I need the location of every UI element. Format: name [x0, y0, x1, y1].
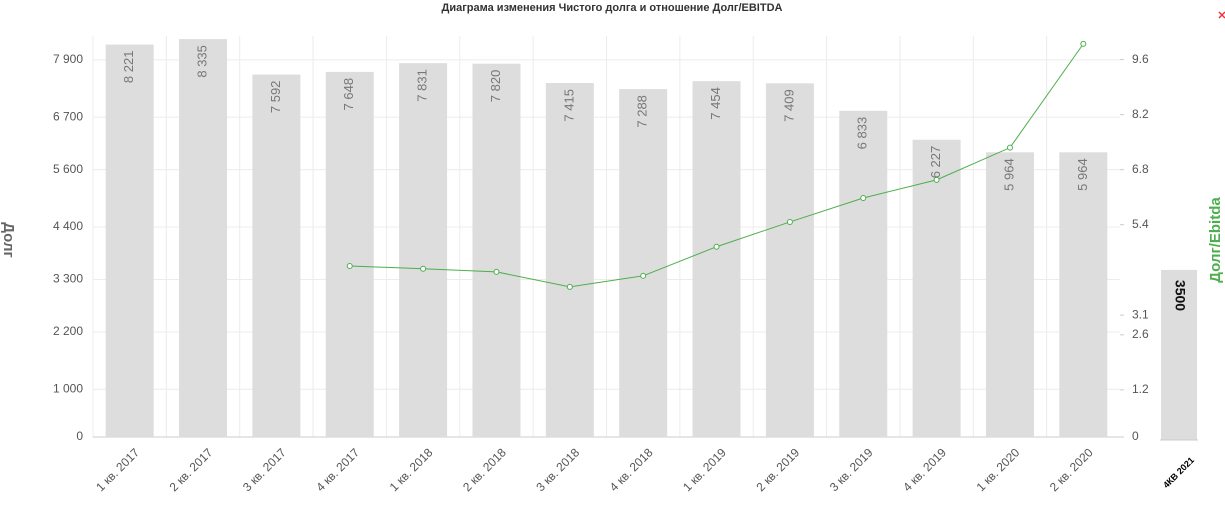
marker — [420, 265, 427, 272]
bar — [472, 63, 521, 437]
y2-tick-label: 0 — [1132, 429, 1139, 443]
x-tick-label: 2 кв. 2019 — [753, 445, 802, 494]
bar — [545, 83, 594, 437]
marker — [933, 176, 940, 183]
y2-tick-label: 5.4 — [1132, 217, 1149, 231]
marker — [566, 283, 573, 290]
y2-tick-label: 6.8 — [1132, 162, 1149, 176]
bar — [839, 110, 888, 437]
chart-title: Диаграма изменения Чистого долга и отнош… — [442, 2, 783, 14]
bar — [179, 39, 228, 438]
x-tick-label: 4 кв. 2018 — [607, 445, 656, 494]
y-tick-label: 1 000 — [53, 381, 83, 395]
x-tick-label: 3 кв. 2019 — [827, 445, 876, 494]
value-label: 5 964 — [1075, 158, 1090, 191]
y2-tick-label: 9.6 — [1132, 52, 1149, 66]
value-label: 7 415 — [561, 89, 576, 122]
y-tick-label: 3 300 — [53, 272, 83, 286]
value-label: 6 227 — [928, 146, 943, 179]
value-label: 7 820 — [488, 70, 503, 103]
y-tick-label: 6 700 — [53, 109, 83, 123]
bar — [399, 63, 448, 438]
marker — [346, 262, 353, 269]
value-label: 7 831 — [415, 69, 430, 102]
y-tick-label: 7 900 — [53, 52, 83, 66]
x-tick-label: 1 кв. 2019 — [680, 445, 729, 494]
value-label: 6 833 — [855, 117, 870, 150]
value-label: 3500 — [1172, 280, 1188, 311]
bar — [252, 74, 301, 437]
y-axis-title: Долг — [0, 222, 17, 257]
value-label: 7 592 — [268, 81, 283, 114]
marker — [640, 272, 647, 279]
x-tick-label: 2 кв. 2017 — [167, 445, 216, 494]
marker — [786, 218, 793, 225]
bar — [692, 81, 741, 437]
marker — [713, 243, 720, 250]
marker — [493, 268, 500, 275]
y2-tick-label: 1.2 — [1132, 382, 1149, 396]
x-tick-label: 1 кв. 2018 — [387, 445, 436, 494]
bar — [985, 152, 1034, 438]
y2-tick-label: 2.6 — [1132, 327, 1149, 341]
y-tick-label: 5 600 — [53, 162, 83, 176]
y-tick-label: 0 — [76, 429, 83, 443]
marker — [1006, 144, 1013, 151]
marker — [860, 194, 867, 201]
x-tick-label: 1 кв. 2017 — [93, 445, 142, 494]
x-tick-label: 4 кв. 2019 — [900, 445, 949, 494]
y2-tick-label: 3.1 — [1132, 307, 1149, 321]
bar — [1059, 152, 1108, 438]
x-tick-label: 1 кв. 2020 — [974, 445, 1023, 494]
close-icon[interactable] — [1218, 11, 1225, 19]
value-label: 7 454 — [708, 87, 723, 120]
value-label: 7 409 — [781, 89, 796, 122]
bar — [105, 44, 154, 438]
x-tick-label: 4 кв. 2017 — [313, 445, 362, 494]
value-label: 8 335 — [194, 45, 209, 78]
value-label: 7 648 — [341, 78, 356, 111]
y2-axis-title: Долг/Ebitda — [1207, 197, 1224, 283]
x-tick-label: 2 кв. 2020 — [1047, 445, 1096, 494]
bar — [325, 71, 374, 437]
x-tick-label: 3 кв. 2018 — [533, 445, 582, 494]
bar — [619, 89, 668, 437]
value-label: 5 964 — [1001, 158, 1016, 191]
x-tick-label: 3 кв. 2017 — [240, 445, 289, 494]
bar — [912, 139, 961, 438]
y-tick-label: 2 200 — [53, 324, 83, 338]
y-tick-label: 4 400 — [53, 219, 83, 233]
value-label: 8 221 — [121, 51, 136, 84]
marker — [1080, 40, 1087, 47]
bar — [1161, 269, 1197, 440]
y2-tick-label: 8.2 — [1132, 107, 1149, 121]
bar — [765, 83, 814, 438]
x-tick-label: 4КВ 2021 — [1161, 455, 1196, 490]
value-label: 7 288 — [635, 95, 650, 128]
x-tick-label: 2 кв. 2018 — [460, 445, 509, 494]
